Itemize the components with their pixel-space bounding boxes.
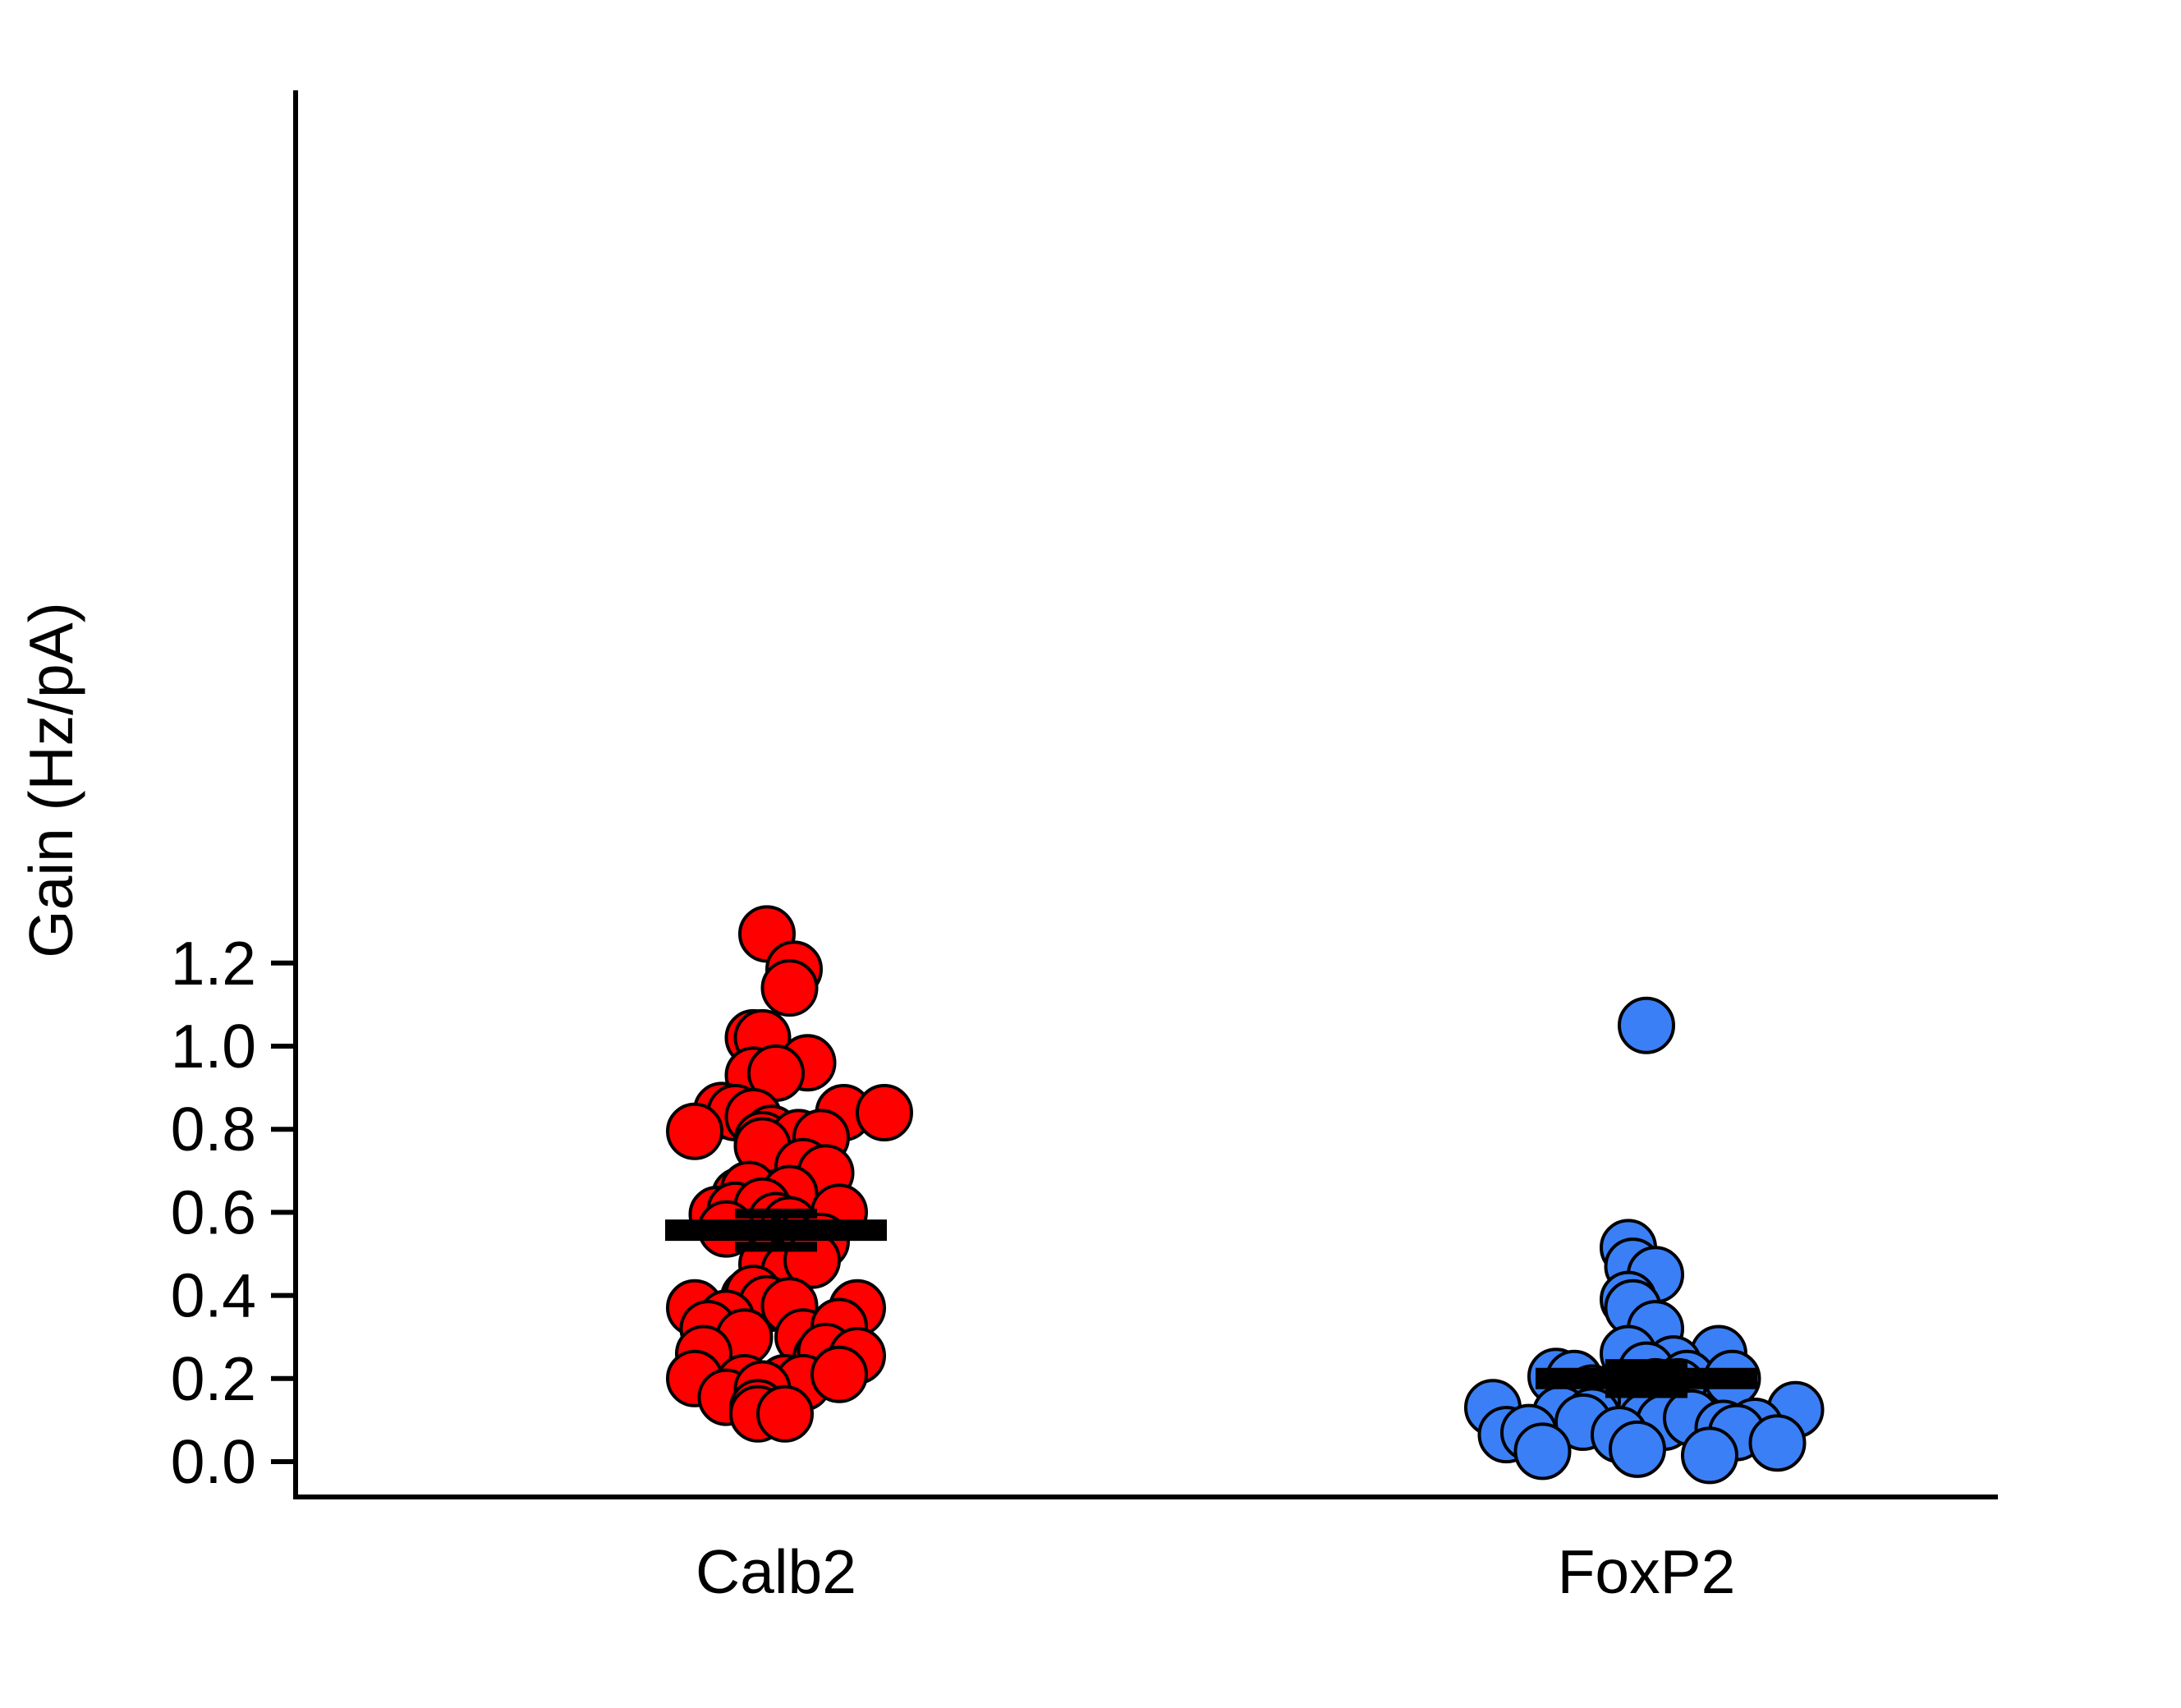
y-axis-ticks: 0.0 0.2 0.4 0.6 0.8 1.0 1.2 bbox=[171, 929, 296, 1496]
y-tick-label: 0.8 bbox=[171, 1095, 256, 1164]
y-tick-label: 1.0 bbox=[171, 1012, 256, 1081]
data-point bbox=[1618, 996, 1675, 1054]
x-tick-label: Calb2 bbox=[696, 1537, 856, 1606]
data-point bbox=[856, 1083, 913, 1141]
data-point bbox=[1681, 1426, 1738, 1485]
data-point bbox=[756, 1384, 814, 1443]
y-axis: 0.0 0.2 0.4 0.6 0.8 1.0 1.2 Gain (Hz/pA) bbox=[16, 90, 298, 1497]
y-tick-label: 0.4 bbox=[171, 1261, 256, 1330]
data-point bbox=[666, 1102, 723, 1160]
x-axis-ticks: Calb2 FoxP2 bbox=[696, 1537, 1735, 1606]
y-axis-title: Gain (Hz/pA) bbox=[16, 602, 85, 957]
y-tick-label: 1.2 bbox=[171, 929, 256, 998]
x-tick-label: FoxP2 bbox=[1558, 1537, 1736, 1606]
data-point bbox=[1609, 1420, 1666, 1478]
y-tick-label: 0.2 bbox=[171, 1344, 256, 1413]
data-point bbox=[810, 1345, 868, 1403]
data-point bbox=[760, 959, 819, 1017]
mean-sem-markers bbox=[665, 1208, 1757, 1398]
data-point bbox=[1748, 1414, 1807, 1472]
y-tick-label: 0.6 bbox=[171, 1178, 256, 1247]
data-point bbox=[1513, 1422, 1572, 1481]
y-tick-label: 0.0 bbox=[171, 1427, 256, 1496]
x-axis: Calb2 FoxP2 bbox=[293, 1494, 1998, 1606]
